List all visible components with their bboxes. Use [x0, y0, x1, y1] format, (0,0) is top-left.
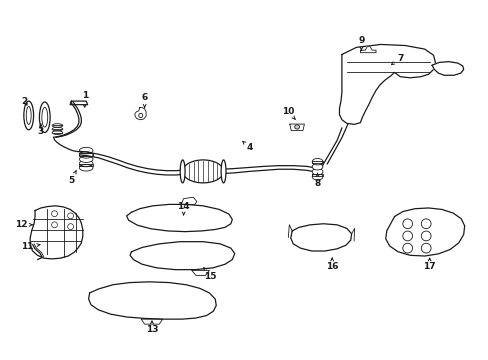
Text: 15: 15: [203, 267, 216, 280]
Circle shape: [52, 222, 57, 228]
Text: 2: 2: [21, 96, 27, 105]
Text: 16: 16: [325, 258, 338, 271]
Polygon shape: [311, 161, 323, 163]
Polygon shape: [385, 208, 464, 256]
Ellipse shape: [139, 113, 142, 118]
Ellipse shape: [180, 160, 184, 183]
Text: 1: 1: [81, 91, 88, 107]
Polygon shape: [141, 319, 163, 324]
Ellipse shape: [221, 160, 225, 183]
Polygon shape: [130, 242, 234, 270]
Text: 4: 4: [243, 141, 252, 152]
Circle shape: [67, 224, 73, 230]
Polygon shape: [30, 206, 82, 259]
Polygon shape: [79, 164, 93, 166]
Polygon shape: [88, 282, 216, 319]
Circle shape: [402, 219, 412, 229]
Ellipse shape: [294, 125, 299, 129]
Text: 10: 10: [282, 107, 295, 119]
Polygon shape: [360, 46, 375, 53]
Polygon shape: [339, 44, 434, 125]
Circle shape: [52, 211, 57, 217]
Text: 6: 6: [141, 93, 147, 108]
Circle shape: [421, 243, 430, 253]
Text: 17: 17: [423, 258, 435, 271]
Polygon shape: [181, 197, 196, 204]
Circle shape: [402, 231, 412, 241]
Text: 12: 12: [15, 220, 33, 229]
Ellipse shape: [311, 158, 322, 165]
Polygon shape: [79, 153, 93, 156]
Ellipse shape: [311, 168, 322, 175]
Polygon shape: [311, 174, 323, 176]
Circle shape: [421, 231, 430, 241]
Circle shape: [402, 243, 412, 253]
Polygon shape: [126, 204, 232, 231]
Ellipse shape: [311, 174, 322, 180]
Ellipse shape: [311, 163, 322, 170]
Polygon shape: [290, 224, 351, 251]
Polygon shape: [70, 101, 87, 105]
Text: 3: 3: [38, 124, 44, 136]
Text: 11: 11: [21, 242, 40, 251]
Polygon shape: [191, 270, 209, 275]
Text: 8: 8: [314, 174, 320, 188]
Text: 9: 9: [358, 36, 364, 50]
Polygon shape: [431, 62, 463, 75]
Circle shape: [421, 219, 430, 229]
Ellipse shape: [182, 160, 223, 183]
Text: 14: 14: [177, 202, 189, 215]
Text: 7: 7: [391, 54, 403, 64]
Polygon shape: [289, 124, 304, 131]
Circle shape: [67, 213, 73, 219]
Text: 5: 5: [68, 170, 76, 185]
Ellipse shape: [79, 156, 93, 162]
Polygon shape: [135, 108, 146, 120]
Text: 13: 13: [145, 321, 158, 334]
